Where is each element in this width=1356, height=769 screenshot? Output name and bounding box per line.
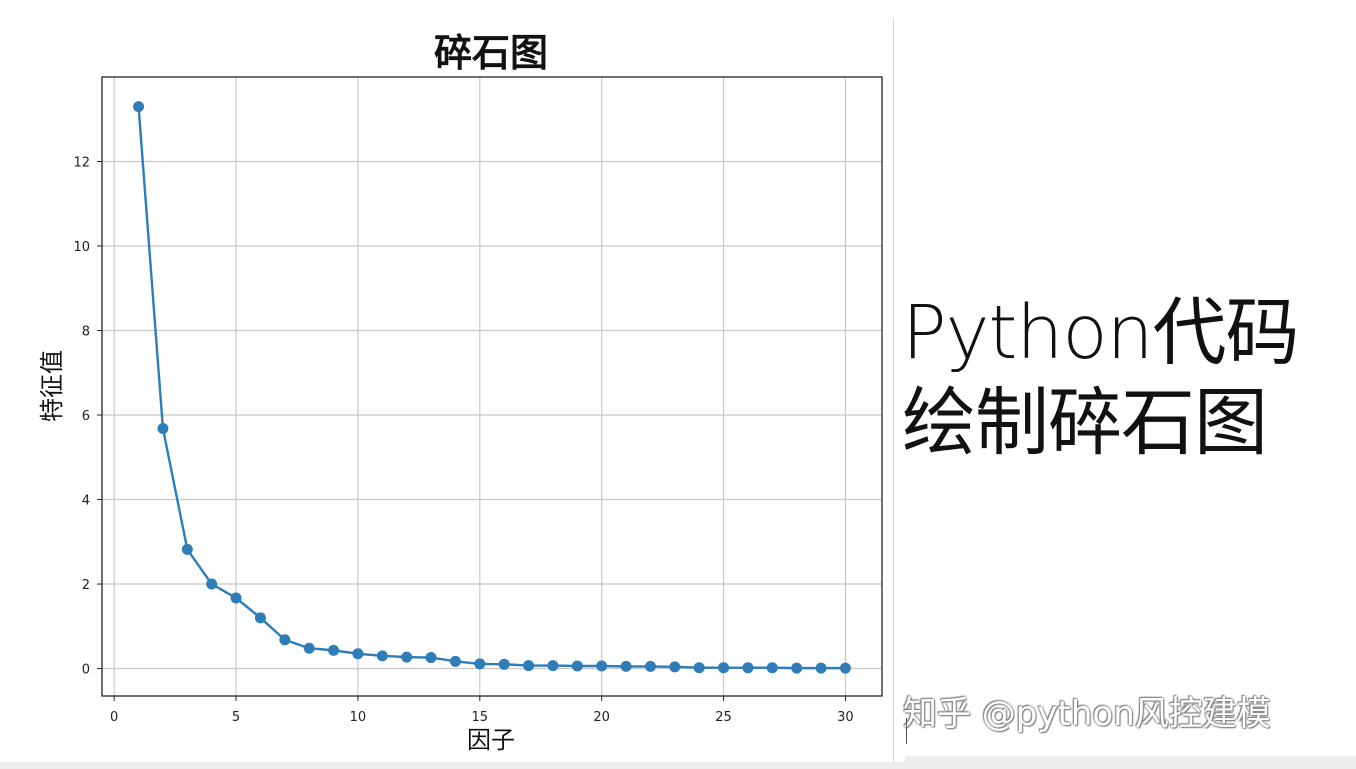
side-title-line-2: 绘制碎石图 [902,380,1268,466]
watermark: 知乎 @python风控建模 [903,694,1271,734]
data-point [547,660,559,672]
x-tick-label: 20 [593,710,610,725]
data-point [742,662,754,674]
side-title: Python代码 绘制碎石图 [902,288,1352,468]
data-point [669,661,681,673]
side-title-line-1: Python代码 [902,290,1300,376]
data-point [693,662,705,674]
y-tick-label: 2 [82,578,90,593]
data-series [133,101,851,674]
x-axis-label: 因子 [467,726,515,754]
data-point [254,612,266,624]
y-tick-label: 8 [82,325,90,340]
data-point [498,658,510,670]
data-point [157,423,169,435]
chart-title: 碎石图 [434,31,548,75]
bottom-strip [0,762,1356,769]
data-point [791,662,803,674]
grid-lines [102,77,882,696]
data-point [230,592,242,604]
data-point [474,658,486,670]
data-point [303,642,315,654]
y-tick-label: 0 [82,663,90,678]
data-point [718,662,730,674]
data-point [425,652,437,664]
x-tick-label: 10 [350,710,367,725]
data-point [328,644,340,656]
data-point [644,660,656,672]
data-point [571,660,583,672]
data-point [376,650,388,662]
x-tick-label: 5 [232,710,240,725]
x-tick-label: 15 [472,710,489,725]
data-point [206,578,218,590]
cursor-mark [906,718,907,744]
data-point [352,648,364,660]
data-point [839,662,851,674]
plot-frame [101,76,883,697]
y-tick-label: 4 [82,494,90,509]
x-tick-label: 0 [110,710,118,725]
y-tick-label: 12 [73,156,90,171]
bottom-strip-right [905,756,1356,769]
y-tick-label: 6 [82,409,90,424]
data-point [401,651,413,663]
y-tick-label: 10 [73,240,90,255]
data-point [133,101,145,113]
y-axis-label: 特征值 [38,350,66,422]
data-point [596,660,608,672]
scree-plot: 碎石图 0 5 10 15 20 25 30 0 2 4 6 8 10 12 因子 特征值 [38,31,883,754]
panel-divider [893,18,894,763]
x-tick-label: 25 [715,710,732,725]
data-point [815,662,827,674]
data-point [766,662,778,674]
data-point [523,660,535,672]
axis-ticks: 0 5 10 15 20 25 30 0 2 4 6 8 10 12 [73,156,853,725]
data-point [181,543,193,555]
x-tick-label: 30 [837,710,854,725]
data-point [620,660,632,672]
data-point [279,634,291,646]
data-point [449,655,461,667]
